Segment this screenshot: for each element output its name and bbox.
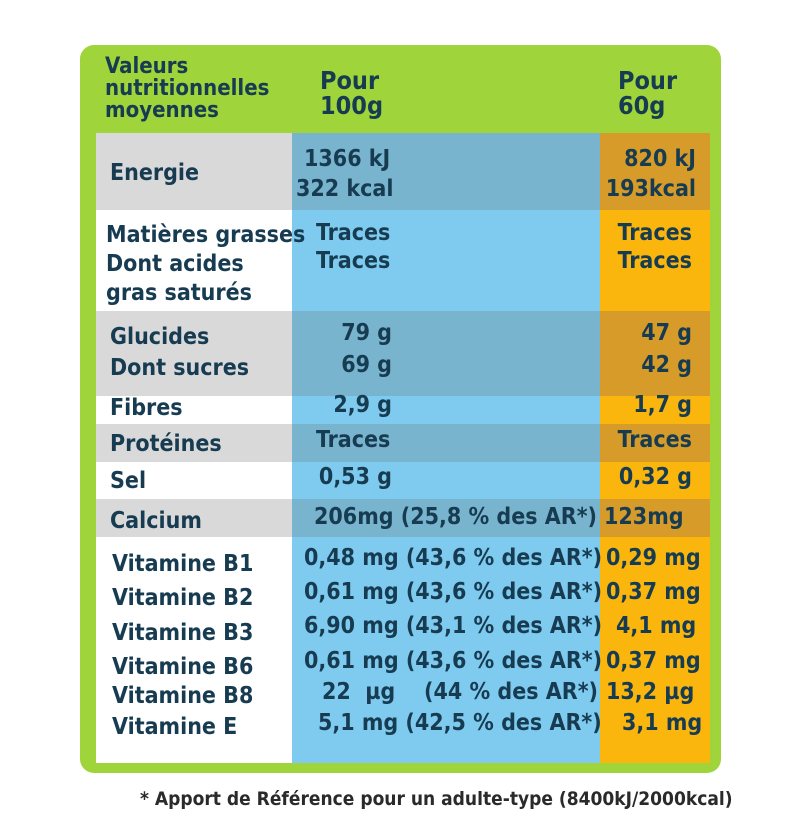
label-line: gras saturés bbox=[106, 280, 252, 306]
row-label-matieres-grasses: Matières grasses Dont acides gras saturé… bbox=[106, 221, 305, 308]
value-matieres-100g: Traces bbox=[316, 220, 391, 246]
row-label-vitamine-b8: Vitamine B8 bbox=[112, 683, 254, 709]
header-col-line: 60g bbox=[618, 91, 666, 120]
value-satures-100g: Traces bbox=[316, 248, 391, 274]
row-label-sel: Sel bbox=[110, 468, 147, 494]
header-col-line: Pour bbox=[320, 66, 380, 95]
header-per-100g: Pour 100g bbox=[320, 68, 383, 118]
row-label-fibres: Fibres bbox=[110, 395, 183, 421]
footnote: * Apport de Référence pour un adulte-typ… bbox=[140, 788, 733, 810]
header-label-line: moyennes bbox=[105, 98, 219, 123]
value-vitamine-b1-60g: 0,29 mg bbox=[606, 545, 701, 571]
value-energie-kj-60g: 820 kJ bbox=[624, 146, 696, 172]
row-band-calcium bbox=[96, 499, 710, 537]
row-label-calcium: Calcium bbox=[110, 508, 202, 534]
header-label-line: Valeurs bbox=[105, 54, 189, 79]
value-energie-kcal-60g: 193kcal bbox=[605, 176, 696, 202]
value-fibres-100g: 2,9 g bbox=[333, 392, 392, 418]
row-band-glucides bbox=[96, 311, 710, 396]
value-satures-60g: Traces bbox=[617, 248, 692, 274]
row-label-glucides: Glucides bbox=[110, 324, 210, 350]
value-sel-60g: 0,32 g bbox=[618, 464, 692, 490]
value-vitamine-e-100g: 5,1 mg (42,5 % des AR*) bbox=[318, 710, 602, 736]
value-fibres-60g: 1,7 g bbox=[633, 392, 692, 418]
value-energie-kj-100g: 1366 kJ bbox=[304, 146, 391, 172]
row-label-proteines: Protéines bbox=[110, 431, 222, 457]
label-line: Dont acides bbox=[106, 251, 244, 277]
value-calcium-100g: 206mg (25,8 % des AR*) bbox=[314, 504, 597, 530]
value-vitamine-b3-100g: 6,90 mg (43,1 % des AR*) bbox=[304, 613, 603, 639]
value-matieres-60g: Traces bbox=[617, 220, 692, 246]
header-per-60g: Pour 60g bbox=[618, 68, 677, 118]
header-label-line: nutritionnelles bbox=[105, 76, 270, 101]
value-vitamine-b8-100g: 22 µg (44 % des AR*) bbox=[322, 679, 598, 705]
value-vitamine-b3-60g: 4,1 mg bbox=[616, 613, 697, 639]
header-col-line: Pour bbox=[618, 66, 678, 95]
row-label-vitamine-b6: Vitamine B6 bbox=[112, 654, 254, 680]
value-calcium-60g: 123mg bbox=[604, 504, 684, 530]
value-sucres-100g: 69 g bbox=[341, 352, 392, 378]
value-energie-kcal-100g: 322 kcal bbox=[296, 176, 394, 202]
value-vitamine-b2-100g: 0,61 mg (43,6 % des AR*) bbox=[304, 579, 603, 605]
value-vitamine-e-60g: 3,1 mg bbox=[622, 710, 703, 736]
value-glucides-100g: 79 g bbox=[341, 320, 392, 346]
row-label-energie: Energie bbox=[110, 160, 200, 186]
row-label-vitamine-e: Vitamine E bbox=[112, 714, 238, 740]
header-label: Valeurs nutritionnelles moyennes bbox=[105, 56, 269, 122]
header-col-line: 100g bbox=[320, 91, 384, 120]
value-vitamine-b1-100g: 0,48 mg (43,6 % des AR*) bbox=[304, 545, 603, 571]
value-proteines-60g: Traces bbox=[617, 427, 692, 453]
value-vitamine-b6-100g: 0,61 mg (43,6 % des AR*) bbox=[304, 648, 603, 674]
row-label-vitamine-b2: Vitamine B2 bbox=[112, 585, 254, 611]
value-vitamine-b8-60g: 13,2 µg bbox=[606, 679, 695, 705]
nutrition-table: Energie 1366 kJ 322 kcal 820 kJ 193kcal … bbox=[96, 133, 710, 763]
value-sucres-60g: 42 g bbox=[641, 352, 692, 378]
value-vitamine-b2-60g: 0,37 mg bbox=[606, 579, 701, 605]
label-line: Matières grasses bbox=[106, 222, 306, 248]
value-glucides-60g: 47 g bbox=[641, 320, 692, 346]
value-proteines-100g: Traces bbox=[316, 427, 391, 453]
row-label-vitamine-b1: Vitamine B1 bbox=[112, 551, 254, 577]
value-vitamine-b6-60g: 0,37 mg bbox=[606, 648, 701, 674]
value-sel-100g: 0,53 g bbox=[318, 464, 392, 490]
row-label-sucres: Dont sucres bbox=[110, 355, 250, 381]
row-label-vitamine-b3: Vitamine B3 bbox=[112, 620, 254, 646]
row-band-proteines bbox=[96, 424, 710, 462]
row-band-energie bbox=[96, 133, 710, 210]
